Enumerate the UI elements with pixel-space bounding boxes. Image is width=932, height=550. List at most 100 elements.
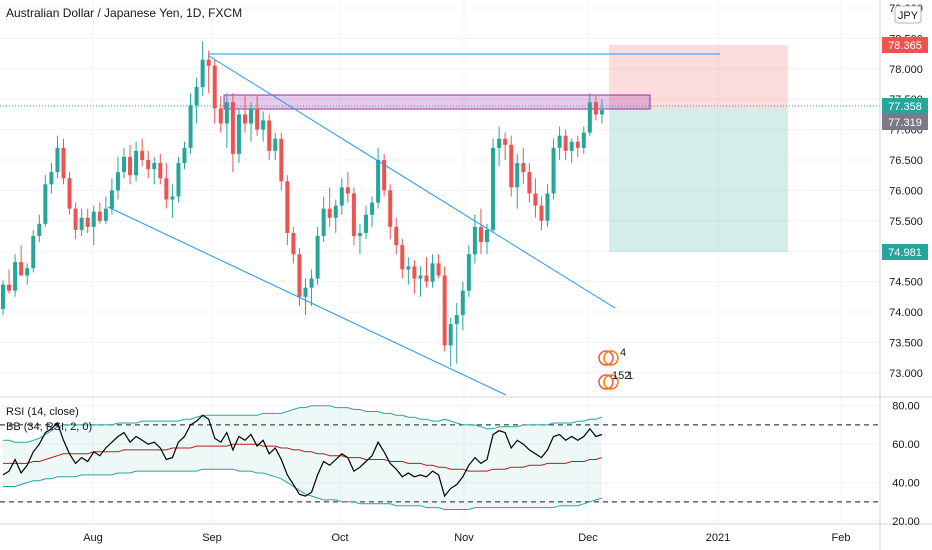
price-tag-entry <box>882 98 928 114</box>
candle-body <box>243 114 247 124</box>
rsi-tick-label: 40.00 <box>892 478 920 490</box>
candle-body <box>569 141 574 151</box>
candle-body <box>563 135 568 151</box>
event-marker-icon[interactable] <box>603 350 619 366</box>
candles <box>1 41 604 367</box>
candle-body <box>25 268 30 276</box>
rsi-line <box>2 414 603 498</box>
candle-body <box>509 144 514 188</box>
candle-body <box>152 163 157 170</box>
rsi-tick-label: 60.00 <box>892 439 920 451</box>
candle-body <box>587 102 592 133</box>
candle-body <box>357 232 362 236</box>
candle-body <box>55 147 60 173</box>
candle-body <box>557 135 562 148</box>
candle-body <box>527 172 532 194</box>
candle-body <box>230 102 235 154</box>
take-profit-zone[interactable] <box>609 109 788 252</box>
price-tick-label: 76.500 <box>889 155 923 167</box>
candle-body <box>472 226 477 255</box>
candle-body <box>128 156 133 176</box>
candle-body <box>303 287 308 297</box>
candle-body <box>382 160 387 191</box>
rsi-tick-label: 20.00 <box>892 516 920 528</box>
candle-body <box>539 205 544 221</box>
candle-body <box>164 178 169 200</box>
price-tag-target-label: 74.981 <box>888 247 922 259</box>
channel-lower-line[interactable] <box>107 206 507 396</box>
candle-body <box>273 138 278 151</box>
event-marker-icon[interactable] <box>598 374 614 390</box>
event-marker-icon[interactable] <box>598 350 614 366</box>
candle-body <box>339 187 344 206</box>
time-axis[interactable]: Aug Sep Oct Nov Dec 2021 Feb <box>83 532 850 544</box>
candle-body <box>218 108 223 124</box>
price-tick-label: 78.000 <box>889 64 923 76</box>
event-marker-a-label: 4 <box>620 347 626 359</box>
time-tick-label: Feb <box>832 532 851 544</box>
bb-lower-line <box>3 468 603 510</box>
time-tick-label: Sep <box>202 532 222 544</box>
time-tick-label: Dec <box>578 532 598 544</box>
candle-body <box>581 132 586 148</box>
price-tags: 78.365 77.358 77.319 74.981 <box>882 37 928 260</box>
candle-body <box>442 275 447 346</box>
candle-body <box>515 163 520 188</box>
candle-body <box>43 184 48 224</box>
event-marker-b-label: 152 <box>612 370 630 382</box>
candle-body <box>236 114 241 154</box>
candle-body <box>19 262 24 276</box>
candle-body <box>115 172 120 191</box>
candle-body <box>436 263 441 276</box>
candle-body <box>91 211 96 227</box>
time-tick-label: Aug <box>83 532 103 544</box>
price-tag-last-label: 77.319 <box>888 117 922 129</box>
candle-body <box>73 208 78 230</box>
candle-body <box>140 150 145 160</box>
stop-loss-zone[interactable] <box>609 45 788 109</box>
candle-body <box>146 160 151 170</box>
price-tag-loss <box>882 37 928 53</box>
price-tick-label: 74.500 <box>889 277 923 289</box>
price-tag-last <box>882 114 928 130</box>
price-tick-label: 74.000 <box>889 307 923 319</box>
currency-badge[interactable] <box>894 5 922 24</box>
candle-body <box>478 226 483 243</box>
candle-body <box>109 190 114 209</box>
candle-body <box>448 324 453 346</box>
candle-body <box>170 196 175 200</box>
candle-body <box>454 315 459 325</box>
time-tick-label: Oct <box>331 532 348 544</box>
candle-body <box>412 266 417 279</box>
candle-body <box>575 141 580 148</box>
price-tag-target <box>882 244 928 260</box>
time-tick-label: 2021 <box>706 532 730 544</box>
candle-body <box>79 217 84 230</box>
event-marker-c-label: 1 <box>627 370 633 382</box>
candle-body <box>97 211 102 221</box>
candle-body <box>212 65 217 109</box>
candle-body <box>194 87 199 106</box>
candle-body <box>321 208 326 236</box>
rsi-axis[interactable]: 80.00 60.00 40.00 20.00 <box>892 401 920 528</box>
candle-body <box>61 147 66 179</box>
rsi-indicator-label[interactable]: RSI (14, close) <box>6 406 79 418</box>
candle-body <box>593 102 598 115</box>
channel-upper-line[interactable] <box>208 55 616 309</box>
bb-indicator-label[interactable]: BB (34, RSI, 2, 0) <box>6 421 92 433</box>
candle-body <box>261 120 266 130</box>
price-axis[interactable]: 79.00078.50078.00077.50077.00076.50076.0… <box>889 3 923 380</box>
event-markers[interactable]: 4 152 1 <box>598 347 633 390</box>
candle-body <box>497 138 502 148</box>
candle-body <box>388 190 393 227</box>
candle-body <box>7 284 12 291</box>
candle-body <box>267 120 272 151</box>
candle-body <box>224 102 229 124</box>
resistance-zone[interactable] <box>223 94 651 110</box>
candle-body <box>351 193 356 236</box>
event-marker-icon[interactable] <box>603 374 619 390</box>
candle-body <box>291 232 296 255</box>
candle-body <box>188 105 193 148</box>
candle-body <box>31 236 36 269</box>
